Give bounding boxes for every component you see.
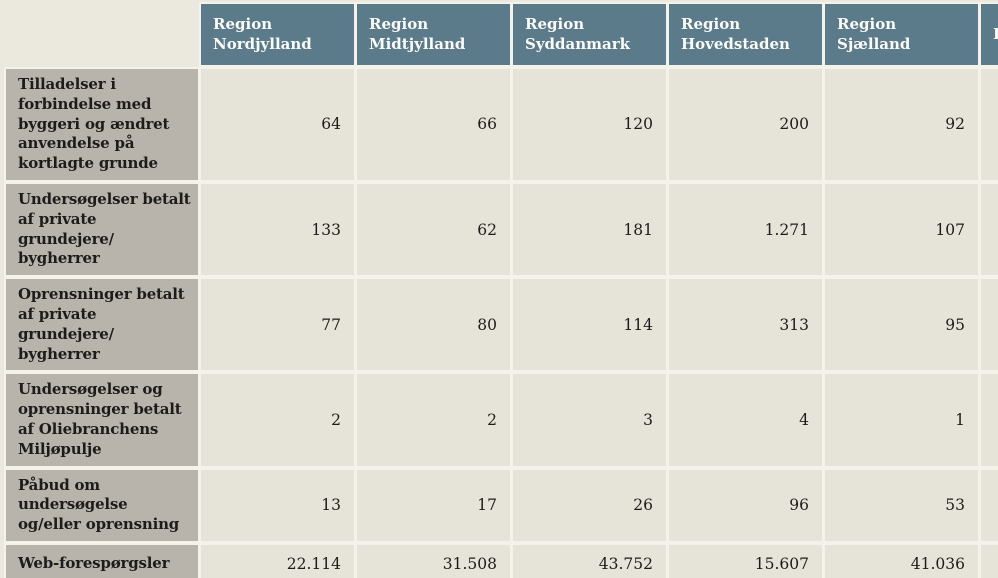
table-row-oliebranchens-miljoepulje: Undersøgelser og oprensninger betalt af …	[6, 374, 998, 466]
column-header-region-midtjylland: Region Midtjylland	[357, 4, 510, 65]
data-cell: 200	[669, 69, 822, 180]
data-cell: 181	[513, 183, 666, 276]
data-cell: 95	[825, 279, 978, 371]
data-cell: 96	[669, 469, 822, 541]
column-header-region-syddanmark: Region Syddanmark	[513, 4, 666, 65]
total-cell: 542	[981, 69, 998, 180]
total-cell: 679	[981, 279, 998, 371]
data-cell: 43.752	[513, 544, 666, 578]
data-cell: 64	[201, 69, 354, 180]
total-cell: 199	[981, 469, 998, 541]
column-header-region-nordjylland: Region Nordjylland	[201, 4, 354, 65]
corner-cell	[6, 4, 198, 65]
total-cell: 154.017	[981, 544, 998, 578]
column-header-i-alt: I alt	[981, 4, 998, 65]
row-label: Undersøgelser betalt af private grundeje…	[6, 183, 198, 276]
data-cell: 22.114	[201, 544, 354, 578]
data-cell: 53	[825, 469, 978, 541]
regional-statistics-table: Region Nordjylland Region Midtjylland Re…	[3, 0, 998, 578]
data-cell: 62	[357, 183, 510, 276]
data-cell: 1	[825, 374, 978, 466]
total-cell: 12	[981, 374, 998, 466]
table-row-paabud: Påbud om undersøgelse og/eller oprensnin…	[6, 469, 998, 541]
data-cell: 3	[513, 374, 666, 466]
data-cell: 66	[357, 69, 510, 180]
header-row: Region Nordjylland Region Midtjylland Re…	[6, 4, 998, 65]
data-cell: 17	[357, 469, 510, 541]
data-cell: 31.508	[357, 544, 510, 578]
table-row-tilladelser: Tilladelser i forbindelse med byggeri og…	[6, 69, 998, 180]
data-cell: 15.607	[669, 544, 822, 578]
data-cell: 2	[357, 374, 510, 466]
row-label: Påbud om undersøgelse og/eller oprensnin…	[6, 469, 198, 541]
total-cell: 1.754	[981, 183, 998, 276]
row-label: Tilladelser i forbindelse med byggeri og…	[6, 69, 198, 180]
row-label: Undersøgelser og oprensninger betalt af …	[6, 374, 198, 466]
data-cell: 13	[201, 469, 354, 541]
data-cell: 1.271	[669, 183, 822, 276]
data-cell: 313	[669, 279, 822, 371]
data-cell: 120	[513, 69, 666, 180]
data-cell: 114	[513, 279, 666, 371]
data-cell: 26	[513, 469, 666, 541]
data-cell: 2	[201, 374, 354, 466]
column-header-region-hovedstaden: Region Hovedstaden	[669, 4, 822, 65]
data-cell: 4	[669, 374, 822, 466]
data-cell: 41.036	[825, 544, 978, 578]
column-header-region-sjaelland: Region Sjælland	[825, 4, 978, 65]
row-label: Oprensninger betalt af private grundejer…	[6, 279, 198, 371]
data-cell: 107	[825, 183, 978, 276]
data-cell: 77	[201, 279, 354, 371]
row-label: Web-forespørgsler	[6, 544, 198, 578]
table-row-web-forespoergsler: Web-forespørgsler 22.114 31.508 43.752 1…	[6, 544, 998, 578]
data-cell: 133	[201, 183, 354, 276]
data-cell: 80	[357, 279, 510, 371]
data-cell: 92	[825, 69, 978, 180]
table-row-undersoegelser-private: Undersøgelser betalt af private grundeje…	[6, 183, 998, 276]
table-row-oprensninger-private: Oprensninger betalt af private grundejer…	[6, 279, 998, 371]
